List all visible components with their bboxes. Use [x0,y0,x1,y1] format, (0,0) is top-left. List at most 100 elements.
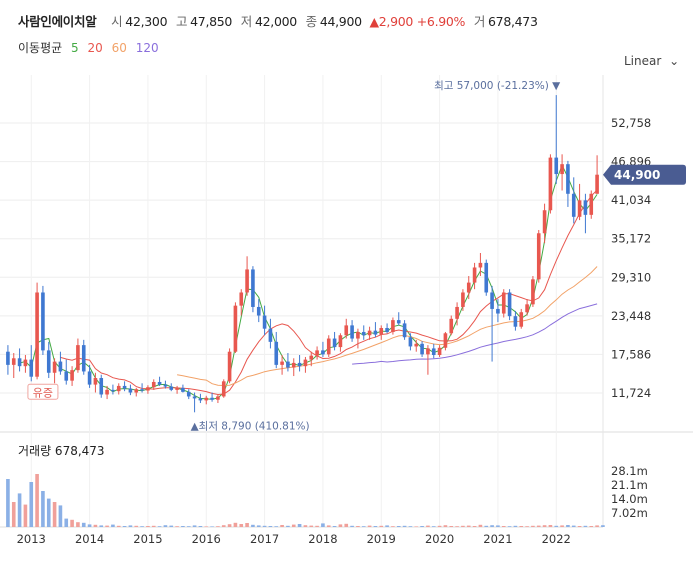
volume-bar [181,526,185,527]
candle-body [192,396,197,399]
candle [478,253,483,277]
volume-bar [23,504,28,527]
candle-body [356,331,360,339]
volume-bar [490,525,494,527]
candle [326,335,331,357]
candle-body [99,378,104,395]
candle-body [437,347,442,355]
price-tick-label: 17,586 [611,347,651,361]
volume-bar [484,525,489,527]
volume-bar [332,526,337,527]
candle [140,383,144,393]
high-value: 47,850 [190,14,233,29]
candle [344,318,349,339]
volume-bar [350,525,354,527]
volume-bar [122,526,127,527]
volume-bar [134,525,139,527]
volume-bar [245,523,249,527]
candle-body [29,359,34,377]
candle-body [116,385,121,392]
price-tick-label: 41,034 [611,193,651,207]
volume-bar [233,522,238,527]
volume-bar [175,526,179,527]
volume-bar [367,525,372,527]
high-label: 고 [175,14,188,29]
candle [29,345,34,382]
volume-bar [595,525,599,527]
candle-body [472,267,477,283]
scale-dropdown[interactable]: Linear ⌄ [624,54,679,68]
candle-body [122,385,127,389]
candle-body [513,316,518,327]
candle-body [175,387,179,390]
candle [496,299,500,323]
volume-bar [402,525,407,527]
volume-bar [111,524,115,527]
volume-tick-label: 7.02m [611,506,648,520]
candle-body [251,269,255,307]
volume-bar [239,524,244,527]
candle-body [134,389,139,393]
moving-average-legend[interactable]: 이동평균 5 20 60 120 [18,39,164,56]
volume-bar [6,479,10,527]
candle [204,395,209,405]
ma20-line [60,189,598,396]
price-tick-label: 11,724 [611,386,651,400]
candle-body [93,378,98,385]
quote-header: 사람인에이치알 시 42,300 고 47,850 저 42,000 종 44,900 … [18,11,538,30]
ma-60[interactable]: 60 [111,41,127,55]
candle-body [198,398,203,401]
volume-bar [554,525,559,527]
volume-bar [496,525,500,527]
candle [87,364,92,388]
candle [134,387,139,397]
volume-bar [437,525,442,527]
close-label: 종 [305,14,318,29]
candle [321,341,325,357]
year-tick-label: 2019 [367,532,396,546]
candle [93,372,98,393]
candle-body [52,361,57,373]
volume-bar [589,526,594,527]
candle [151,379,156,390]
volume-bar [531,525,535,527]
volume-bar [309,525,314,527]
candle-body [449,318,454,334]
candle [361,325,366,340]
candle-body [76,345,80,371]
candle-body [315,350,319,356]
candle [291,358,296,377]
candle [583,193,588,234]
year-tick-label: 2021 [483,532,512,546]
volume-bar [52,502,57,527]
candle-body [560,164,564,175]
volume-bar [525,526,529,527]
ma-5[interactable]: 5 [71,41,79,55]
candle-body [414,343,419,347]
candle-body [274,341,279,365]
ma-20[interactable]: 20 [87,41,103,55]
volume-bar [449,526,454,527]
candle [490,285,494,362]
candle [303,356,308,373]
volume-bar [601,525,605,527]
candle [356,328,360,349]
candle [513,310,518,331]
volume-bar [128,525,133,527]
candle-body [280,361,284,365]
candle-body [426,348,430,355]
close-value: 44,900 [319,14,362,29]
volume-bar [163,525,168,527]
candle [426,345,430,375]
candle-body [367,330,372,336]
volume-bar [326,525,331,527]
ma-120[interactable]: 120 [135,41,159,55]
volume-bar [408,526,413,527]
volume-bar [414,526,419,527]
candle [175,385,179,394]
candle [519,308,524,329]
candle-body [239,292,244,306]
volume-bar [501,526,506,527]
candle-body [146,387,150,391]
